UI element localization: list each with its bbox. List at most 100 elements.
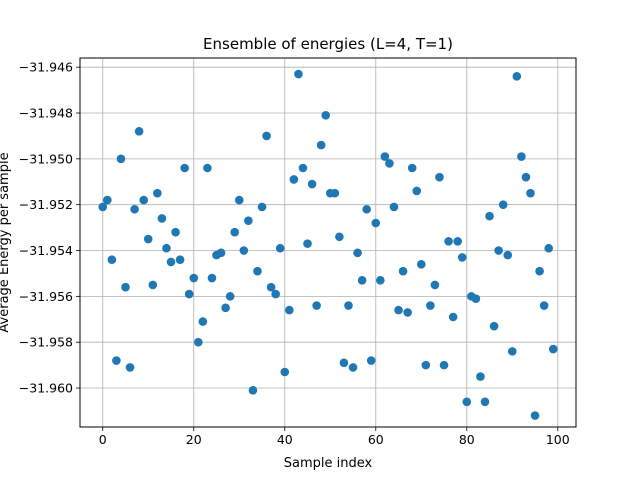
data-point	[398, 266, 408, 276]
y-tick-label: −31.946	[19, 60, 73, 75]
data-point	[330, 188, 340, 198]
data-point	[471, 294, 481, 303]
y-tick-label: −31.948	[19, 106, 73, 121]
data-point	[371, 218, 381, 228]
data-point	[107, 255, 117, 264]
data-point	[321, 110, 331, 120]
data-point	[180, 163, 189, 173]
data-point	[153, 188, 162, 198]
data-point	[353, 248, 362, 258]
data-point	[298, 163, 308, 173]
data-point	[357, 276, 367, 285]
data-point	[266, 282, 276, 292]
data-point	[203, 163, 212, 173]
data-point	[312, 301, 321, 310]
data-point	[112, 356, 121, 365]
data-point	[421, 360, 431, 370]
plot-frame	[79, 57, 577, 428]
data-point	[489, 321, 499, 331]
data-point	[225, 292, 235, 301]
data-point	[439, 360, 449, 370]
data-point	[280, 367, 290, 377]
data-point	[166, 257, 176, 267]
data-point	[194, 337, 203, 347]
data-point	[303, 239, 312, 248]
data-point	[389, 202, 399, 212]
data-point	[175, 255, 185, 264]
data-point	[335, 232, 344, 242]
data-point	[171, 227, 180, 237]
data-point	[125, 363, 135, 372]
data-point	[453, 237, 462, 246]
data-point	[485, 211, 494, 221]
data-point	[139, 195, 149, 205]
data-point	[207, 273, 217, 283]
data-point	[275, 243, 285, 253]
data-point	[462, 397, 472, 407]
data-point	[521, 172, 531, 182]
x-tick-label: 0	[99, 432, 107, 447]
data-point	[157, 214, 167, 223]
data-point	[257, 202, 267, 212]
y-tick-label: −31.954	[19, 243, 73, 258]
x-tick-label: 40	[277, 432, 293, 447]
data-point	[498, 200, 508, 209]
data-point	[98, 202, 108, 212]
data-point	[216, 248, 226, 258]
data-points	[98, 69, 558, 420]
data-point	[234, 195, 244, 205]
data-point	[248, 386, 258, 395]
data-point	[426, 301, 435, 310]
data-point	[121, 282, 130, 292]
data-point	[143, 234, 153, 244]
data-point	[184, 289, 194, 299]
data-point	[344, 301, 353, 310]
data-point	[403, 308, 412, 317]
data-point	[435, 172, 444, 182]
x-axis-label: Sample index	[284, 456, 373, 471]
data-point	[148, 280, 158, 290]
data-point	[103, 195, 112, 205]
data-point	[253, 266, 262, 276]
data-point	[294, 69, 303, 79]
data-point	[444, 237, 453, 246]
data-point	[239, 246, 249, 255]
data-point	[480, 397, 490, 407]
y-tick-label: −31.956	[19, 289, 73, 304]
x-axis-ticks: 0 20 40 60 80 100	[99, 427, 570, 447]
x-tick-label: 100	[546, 432, 570, 447]
data-point	[348, 363, 358, 372]
y-axis-label: Average Energy per sample	[0, 152, 12, 332]
data-point	[544, 243, 553, 253]
data-point	[307, 179, 317, 189]
data-point	[412, 186, 422, 196]
data-point	[230, 227, 240, 237]
data-point	[394, 305, 403, 315]
y-axis-ticks: −31.960 −31.958 −31.956 −31.954 −31.952 −31.9…	[19, 60, 80, 396]
data-point	[535, 266, 544, 276]
data-point	[530, 411, 540, 420]
data-point	[221, 303, 230, 313]
data-point	[476, 372, 485, 381]
data-point	[134, 127, 144, 136]
data-point	[316, 140, 326, 150]
data-point	[385, 159, 394, 168]
data-point	[262, 131, 271, 141]
x-tick-label: 60	[368, 432, 384, 447]
y-tick-label: −31.960	[19, 381, 73, 396]
data-point	[457, 253, 467, 262]
data-point	[416, 259, 426, 269]
data-point	[494, 246, 503, 255]
data-point	[407, 163, 417, 173]
data-point	[548, 344, 558, 354]
data-point	[448, 312, 458, 322]
chart-title: Ensemble of energies (L=4, T=1)	[203, 35, 453, 53]
data-point	[430, 280, 440, 290]
data-point	[198, 317, 208, 326]
data-point	[285, 305, 294, 315]
data-point	[517, 152, 526, 161]
data-point	[380, 152, 390, 161]
y-tick-label: −31.958	[19, 335, 73, 350]
y-tick-label: −31.952	[19, 197, 73, 212]
